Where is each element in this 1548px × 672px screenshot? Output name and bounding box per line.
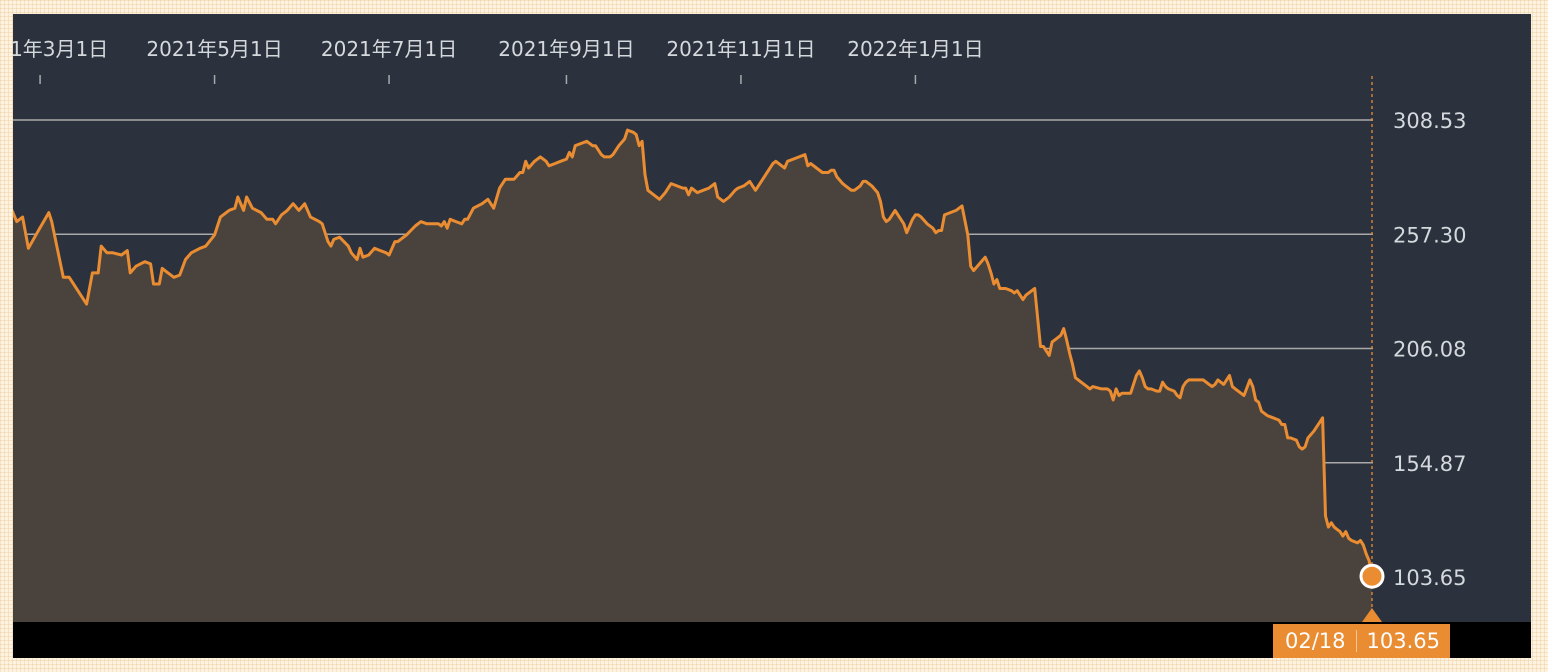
x-tick-label: 2021年3月1日 [13,37,108,61]
price-chart: 2021年3月1日 2021年5月1日 2021年7月1日 2021年9月1日 2021… [13,37,1466,622]
y-tick-label: 154.87 [1393,452,1466,476]
line-layer [13,128,1374,577]
x-tick-label: 2021年9月1日 [498,37,634,61]
series-area [13,130,1372,622]
tooltip: 02/18 103.65 [1273,624,1451,658]
x-tick-label: 2021年7月1日 [321,37,457,61]
y-tick-label: 257.30 [1393,223,1466,247]
chart-panel: 2021年3月1日 2021年5月1日 2021年7月1日 2021年9月1日 2021… [13,14,1531,622]
y-tick-label: 103.65 [1393,566,1466,590]
x-tick-label: 2021年11月1日 [666,37,815,61]
tooltip-separator [1355,630,1357,652]
tooltip-arrow [1362,608,1382,622]
area-layer [13,130,1372,622]
y-tick-label: 308.53 [1393,109,1466,133]
y-axis: 308.53 257.30 206.08 154.87 103.65 [1393,109,1466,590]
x-tick-label: 2022年1月1日 [847,37,983,61]
x-tick-label: 2021年5月1日 [146,37,282,61]
x-axis: 2021年3月1日 2021年5月1日 2021年7月1日 2021年9月1日 2021… [13,37,984,84]
series-line [13,128,1374,577]
tooltip-value: 103.65 [1366,629,1441,653]
last-point-marker[interactable] [1359,563,1385,589]
tooltip-date: 02/18 [1285,629,1346,653]
y-tick-label: 206.08 [1393,338,1466,362]
